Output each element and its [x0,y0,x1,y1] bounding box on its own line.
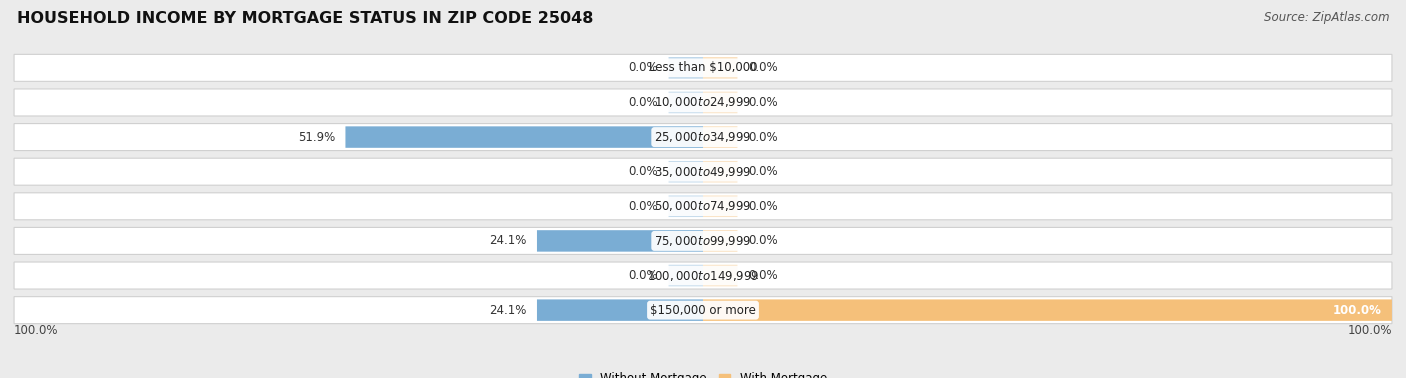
FancyBboxPatch shape [14,89,1392,116]
FancyBboxPatch shape [669,265,703,286]
FancyBboxPatch shape [669,161,703,183]
Text: $10,000 to $24,999: $10,000 to $24,999 [654,96,752,110]
Text: 100.0%: 100.0% [1347,324,1392,337]
FancyBboxPatch shape [669,195,703,217]
FancyBboxPatch shape [14,54,1392,81]
Text: 0.0%: 0.0% [748,200,778,213]
FancyBboxPatch shape [346,126,703,148]
Text: 24.1%: 24.1% [489,234,527,248]
Text: 24.1%: 24.1% [489,304,527,317]
Text: 0.0%: 0.0% [628,61,658,74]
Text: 100.0%: 100.0% [14,324,59,337]
Text: 51.9%: 51.9% [298,130,335,144]
Text: $100,000 to $149,999: $100,000 to $149,999 [647,268,759,282]
Text: Less than $10,000: Less than $10,000 [648,61,758,74]
FancyBboxPatch shape [14,158,1392,185]
Text: 0.0%: 0.0% [628,165,658,178]
Text: $25,000 to $34,999: $25,000 to $34,999 [654,130,752,144]
FancyBboxPatch shape [703,126,738,148]
Text: HOUSEHOLD INCOME BY MORTGAGE STATUS IN ZIP CODE 25048: HOUSEHOLD INCOME BY MORTGAGE STATUS IN Z… [17,11,593,26]
FancyBboxPatch shape [669,57,703,79]
FancyBboxPatch shape [703,265,738,286]
Text: 0.0%: 0.0% [628,200,658,213]
Text: 0.0%: 0.0% [628,269,658,282]
FancyBboxPatch shape [669,92,703,113]
Text: $150,000 or more: $150,000 or more [650,304,756,317]
Text: 0.0%: 0.0% [748,61,778,74]
FancyBboxPatch shape [537,230,703,252]
Text: 0.0%: 0.0% [748,96,778,109]
Text: 0.0%: 0.0% [748,165,778,178]
FancyBboxPatch shape [537,299,703,321]
Text: 0.0%: 0.0% [628,96,658,109]
FancyBboxPatch shape [14,297,1392,324]
FancyBboxPatch shape [14,193,1392,220]
Text: 100.0%: 100.0% [1333,304,1382,317]
Legend: Without Mortgage, With Mortgage: Without Mortgage, With Mortgage [574,367,832,378]
FancyBboxPatch shape [703,161,738,183]
FancyBboxPatch shape [14,228,1392,254]
FancyBboxPatch shape [14,124,1392,150]
FancyBboxPatch shape [703,57,738,79]
Text: 0.0%: 0.0% [748,269,778,282]
FancyBboxPatch shape [703,299,1392,321]
Text: $50,000 to $74,999: $50,000 to $74,999 [654,199,752,213]
FancyBboxPatch shape [703,92,738,113]
FancyBboxPatch shape [703,195,738,217]
Text: 0.0%: 0.0% [748,234,778,248]
Text: $75,000 to $99,999: $75,000 to $99,999 [654,234,752,248]
Text: Source: ZipAtlas.com: Source: ZipAtlas.com [1264,11,1389,24]
Text: 0.0%: 0.0% [748,130,778,144]
FancyBboxPatch shape [14,262,1392,289]
Text: $35,000 to $49,999: $35,000 to $49,999 [654,165,752,179]
FancyBboxPatch shape [703,230,738,252]
